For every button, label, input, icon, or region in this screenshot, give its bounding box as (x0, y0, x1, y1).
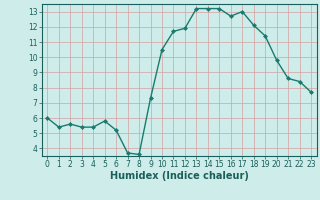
X-axis label: Humidex (Indice chaleur): Humidex (Indice chaleur) (110, 171, 249, 181)
